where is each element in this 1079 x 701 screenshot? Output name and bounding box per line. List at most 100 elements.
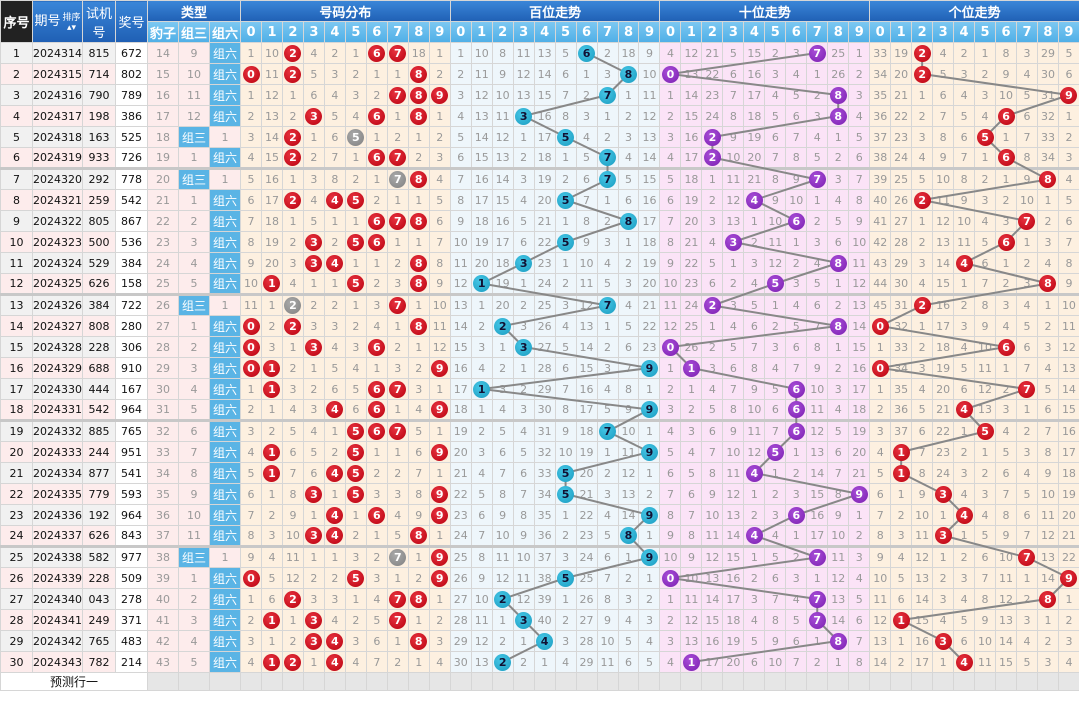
predict-cell[interactable] [281, 672, 304, 691]
h-cell-6: 11 [575, 273, 598, 295]
miss-count: 13 [1040, 551, 1055, 564]
predict-cell[interactable] [701, 672, 724, 691]
header-units-digit-5: 5 [974, 21, 997, 43]
h-cell-4: 13 [533, 42, 556, 64]
predict-cell[interactable] [806, 672, 829, 691]
predict-cell[interactable] [365, 672, 388, 691]
miss-count: 2 [1044, 214, 1052, 228]
predict-cell[interactable] [240, 672, 262, 691]
predict-cell[interactable] [344, 672, 367, 691]
dist-cell-8: 1 [407, 651, 430, 673]
dist-ball: 5 [347, 464, 365, 482]
predict-cell[interactable] [260, 672, 283, 691]
predict-cell[interactable] [995, 672, 1017, 691]
miss-count: 21 [579, 487, 594, 501]
predict-cell[interactable] [1036, 672, 1059, 691]
miss-count: 16 [726, 571, 741, 585]
dist-ball: 8 [410, 65, 428, 83]
miss-count: 3 [604, 235, 612, 249]
miss-count: 15 [810, 487, 825, 501]
dist-ball: 3 [305, 107, 323, 125]
predict-cell[interactable] [890, 672, 913, 691]
miss-count: 9 [876, 551, 884, 564]
h-cell-5: 7 [554, 84, 577, 106]
u-cell-7: 6 [1016, 336, 1038, 358]
u-ball: 2 [913, 191, 931, 209]
predict-cell[interactable] [932, 672, 955, 691]
row-number: 22 [0, 483, 33, 505]
sort-button[interactable]: 排序 ▴▾ [63, 10, 81, 33]
dist-ball: 6 [368, 506, 386, 524]
header-issue[interactable]: 期号 排序 ▴▾ [32, 0, 83, 43]
dist-cell-1: 2 [260, 419, 283, 442]
h-cell-1: 6 [470, 504, 493, 526]
predict-cell[interactable] [428, 672, 451, 691]
u-cell-4: 6 [953, 378, 976, 400]
table-row: 7 2024320 292 778 20 组三 1 5 16 1 3 8 2 1 7 8 4 7 16 14 3 19 2 6… [0, 167, 1079, 190]
predict-cell[interactable] [638, 672, 661, 691]
t-cell-9: 6 [848, 147, 871, 169]
type-zusan-cell: 1 [178, 567, 210, 589]
dist-cell-8: 18 [407, 42, 430, 64]
miss-count: 10 [999, 551, 1014, 564]
predict-cell[interactable] [659, 672, 682, 691]
miss-count: 14 [453, 319, 468, 333]
predict-cell[interactable] [617, 672, 640, 691]
predict-cell[interactable] [764, 672, 787, 691]
u-cell-3: 4 [932, 42, 955, 64]
u-cell-4: 1 [953, 525, 976, 547]
dist-cell-7: 1 [386, 567, 409, 589]
predict-cell[interactable] [208, 672, 242, 691]
predict-cell[interactable] [848, 672, 871, 691]
u-cell-9: 22 [1057, 545, 1079, 568]
miss-count: 12 [516, 67, 531, 81]
miss-count: 1 [436, 46, 444, 60]
predict-cell[interactable] [178, 672, 210, 691]
miss-count: 15 [474, 151, 489, 164]
miss-count: 1 [373, 67, 381, 81]
u-cell-3: 18 [932, 336, 955, 358]
predict-cell[interactable] [785, 672, 808, 691]
predict-cell[interactable] [470, 672, 493, 691]
predict-cell[interactable] [323, 672, 346, 691]
draw-number: 278 [115, 588, 148, 610]
predict-cell[interactable] [596, 672, 619, 691]
miss-count: 4 [247, 445, 255, 459]
predict-cell[interactable] [386, 672, 409, 691]
predict-cell[interactable] [512, 672, 535, 691]
predict-cell[interactable] [827, 672, 850, 691]
predict-cell[interactable] [533, 672, 556, 691]
predict-cell[interactable] [953, 672, 976, 691]
h-cell-5: 3 [554, 293, 577, 316]
h-cell-0: 15 [449, 336, 472, 358]
predict-cell[interactable] [680, 672, 703, 691]
miss-count: 3 [771, 508, 779, 522]
predict-cell[interactable] [554, 672, 577, 691]
predict-cell[interactable] [449, 672, 472, 691]
miss-count: 1 [604, 319, 612, 333]
dist-cell-3: 4 [302, 42, 325, 64]
miss-count: 9 [750, 382, 758, 396]
miss-count: 1 [331, 551, 339, 564]
t-cell-3: 6 [722, 63, 745, 85]
dist-cell-8: 2 [407, 147, 430, 169]
predict-cell[interactable] [1016, 672, 1038, 691]
u-cell-2: 12 [911, 545, 934, 568]
u-cell-3: 15 [932, 273, 955, 295]
t-cell-8: 8 [827, 483, 850, 505]
predict-cell[interactable] [743, 672, 766, 691]
miss-count: 4 [415, 403, 423, 416]
predict-cell[interactable] [302, 672, 325, 691]
dist-ball: 5 [347, 569, 365, 587]
dist-cell-0: 2 [240, 105, 262, 127]
u-cell-7: 4 [1016, 462, 1038, 484]
predict-cell[interactable] [575, 672, 598, 691]
predict-cell[interactable] [147, 672, 179, 691]
predict-cell[interactable] [1057, 672, 1079, 691]
predict-cell[interactable] [407, 672, 430, 691]
predict-cell[interactable] [974, 672, 997, 691]
predict-cell[interactable] [869, 672, 892, 691]
predict-cell[interactable] [722, 672, 745, 691]
predict-cell[interactable] [911, 672, 934, 691]
predict-cell[interactable] [491, 672, 514, 691]
